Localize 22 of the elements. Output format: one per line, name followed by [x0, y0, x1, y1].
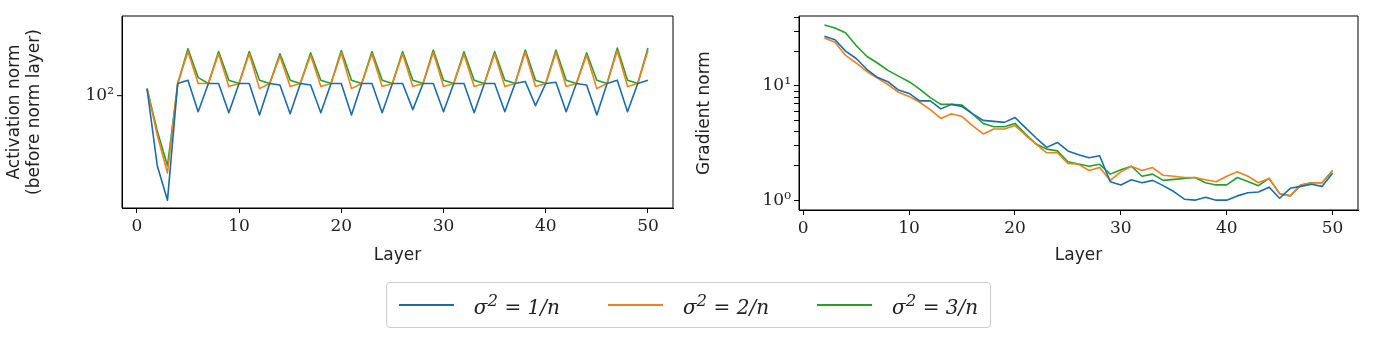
- x-tick-label: 20: [1004, 216, 1026, 237]
- legend-label: σ$^{2}$ = 3/n: [892, 291, 979, 319]
- x-tick-label: 50: [637, 214, 659, 235]
- x-tick-label: 50: [1321, 216, 1344, 237]
- y-axis-title: Gradient norm: [692, 51, 713, 175]
- legend-label: σ$^{2}$ = 1/n: [473, 291, 560, 319]
- x-tick-label: 40: [534, 214, 557, 235]
- y-tick-label: 10¹: [762, 74, 791, 95]
- x-tick-label: 30: [1110, 216, 1132, 237]
- text: 10²: [85, 84, 114, 105]
- x-tick-label: 40: [1215, 216, 1238, 237]
- x-tick-label: 30: [432, 214, 455, 235]
- x-axis-title: Layer: [373, 244, 422, 265]
- y-tick-label: 10⁰: [762, 188, 792, 209]
- legend-label: σ$^{2}$ = 2/n: [682, 291, 770, 319]
- x-tick-label: 10: [228, 214, 250, 235]
- y-axis-title: Activation norm (before norm layer): [2, 29, 44, 195]
- x-axis-title: Layer: [1054, 244, 1103, 265]
- x-tick-label: 0: [797, 216, 809, 237]
- x-tick-label: 10: [898, 216, 920, 237]
- x-tick-label: 0: [131, 214, 143, 235]
- x-tick-label: 20: [330, 214, 353, 235]
